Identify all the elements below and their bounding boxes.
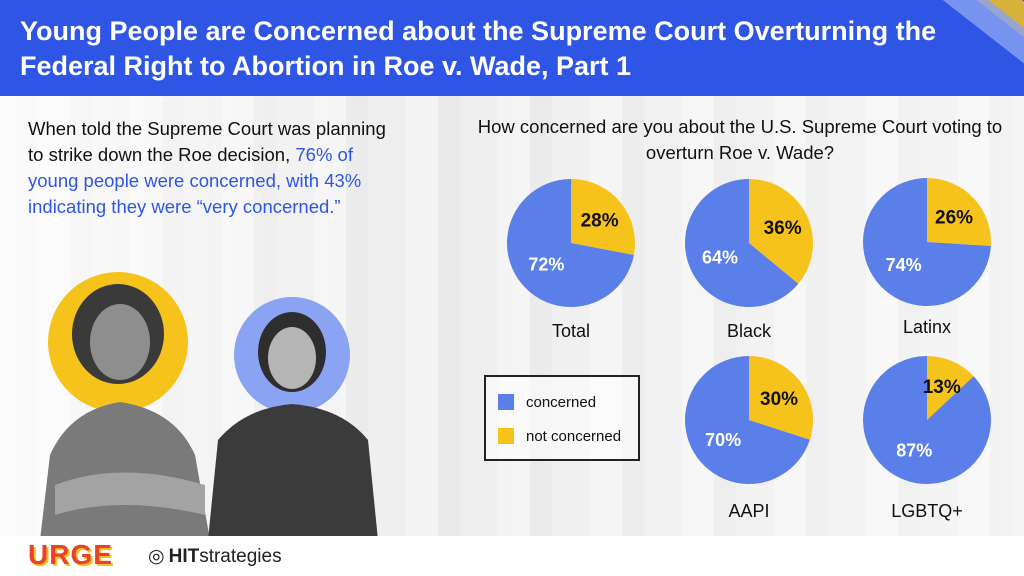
- person-left-arms: [55, 472, 205, 515]
- urge-logo: URGE: [28, 539, 113, 570]
- legend-swatch-not-concerned: [498, 428, 514, 444]
- pie-label-lgbtq-not-concerned: 13%: [923, 377, 961, 398]
- pie-title-aapi: AAPI: [728, 501, 769, 521]
- footer-bar: [0, 536, 1024, 576]
- person-left-face: [90, 304, 150, 380]
- pie-label-latinx-not-concerned: 26%: [935, 208, 973, 229]
- target-icon: ◎: [148, 546, 165, 567]
- legend-item-concerned: concerned: [498, 394, 596, 411]
- pie-label-total-not-concerned: 28%: [581, 210, 619, 231]
- chart-legend: concerned not concerned: [484, 375, 640, 461]
- pie-slice-lgbtq-concerned: [863, 356, 992, 484]
- pie-label-lgbtq-concerned: 87%: [896, 440, 932, 460]
- page-title: Young People are Concerned about the Sup…: [20, 16, 937, 81]
- legend-label-concerned: concerned: [526, 394, 597, 411]
- hit-strategies-logo: ◎ HITstrategies: [148, 545, 282, 568]
- people-illustration: [40, 272, 378, 540]
- pie-slice-total-concerned: [507, 179, 634, 307]
- pie-slice-latinx-not-concerned: [927, 178, 992, 247]
- pie-slice-aapi-not-concerned: [749, 356, 814, 440]
- pie-title-lgbtq: LGBTQ+: [891, 501, 963, 521]
- intro-highlight-text: 76% of young people were concerned, with…: [28, 144, 362, 217]
- pie-title-latinx: Latinx: [903, 317, 951, 337]
- pie-title-black: Black: [727, 321, 772, 341]
- pie-slice-latinx-concerned: [863, 178, 991, 306]
- pie-slice-lgbtq-not-concerned: [927, 356, 974, 420]
- legend-swatch-concerned: [498, 394, 514, 410]
- header-bar: Young People are Concerned about the Sup…: [0, 0, 1024, 96]
- pie-slice-aapi-concerned: [684, 356, 810, 484]
- hit-logo-prefix: HIT: [168, 546, 200, 567]
- pie-label-total-concerned: 72%: [528, 254, 564, 274]
- pie-title-total: Total: [552, 321, 590, 341]
- legend-label-not-concerned: not concerned: [526, 428, 622, 445]
- pie-slice-black-not-concerned: [749, 179, 814, 284]
- pie-label-black-concerned: 64%: [702, 248, 738, 268]
- pie-label-black-not-concerned: 36%: [764, 218, 802, 239]
- chart-question: How concerned are you about the U.S. Sup…: [477, 116, 1003, 163]
- pie-label-latinx-concerned: 74%: [886, 255, 922, 275]
- person-right-face: [268, 327, 316, 389]
- pie-slice-black-concerned: [685, 179, 799, 307]
- intro-text: When told the Supreme Court was planning…: [28, 116, 398, 220]
- legend-item-not-concerned: not concerned: [498, 428, 621, 445]
- pie-slice-total-not-concerned: [571, 179, 635, 255]
- person-right-body: [208, 404, 378, 540]
- pie-label-aapi-not-concerned: 30%: [760, 389, 798, 410]
- pie-label-aapi-concerned: 70%: [705, 430, 741, 450]
- intro-plain-text: When told the Supreme Court was planning…: [28, 118, 386, 165]
- hit-logo-suffix: strategies: [199, 546, 282, 567]
